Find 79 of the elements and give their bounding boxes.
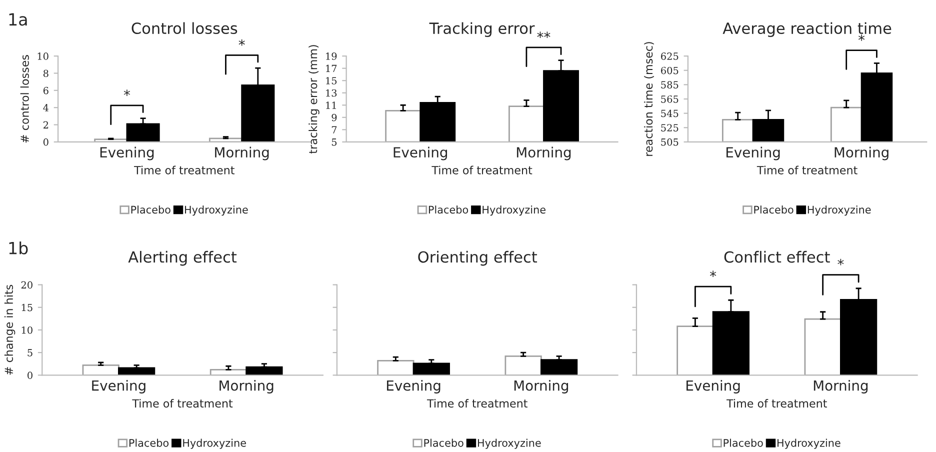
legend-label: Placebo: [724, 438, 763, 447]
y-axis-title: reaction time (msec): [644, 42, 654, 156]
legend-label: Placebo: [129, 438, 169, 447]
legend-label: Placebo: [424, 438, 464, 447]
y-tick-label: 20: [21, 281, 32, 289]
x-axis-title: Time of treatment: [756, 166, 858, 174]
x-tick-label: Morning: [220, 380, 274, 394]
text: *: [710, 270, 716, 277]
text: **: [537, 32, 550, 38]
y-tick-label: 625: [661, 52, 678, 60]
legend-label: Hydroxyzine: [777, 438, 840, 449]
x-tick-label: Evening: [92, 380, 146, 394]
text: *: [238, 39, 245, 46]
x-axis-title: Time of treatment: [132, 399, 233, 408]
y-tick-label: 605: [661, 66, 678, 74]
chart-title: Tracking error: [429, 22, 535, 38]
x-axis-title: Time of treatment: [726, 399, 827, 408]
legend-label: Hydroxyzine: [482, 206, 546, 216]
x-tick-label: Evening: [100, 146, 154, 160]
legend-label: Hydroxyzine: [185, 206, 248, 216]
x-tick-label: Morning: [514, 380, 568, 394]
y-tick-label: 9: [332, 114, 337, 122]
x-axis-title: Time of treatment: [432, 166, 532, 174]
legend-label: Hydroxyzine: [478, 438, 541, 449]
y-tick-label: 10: [38, 52, 48, 60]
y-tick-label: 6: [43, 86, 48, 94]
x-tick-label: Evening: [726, 146, 780, 160]
bar: [504, 355, 542, 376]
y-tick-label: 11: [326, 102, 336, 109]
bar: [676, 326, 714, 376]
x-tick-label: Morning: [516, 146, 571, 160]
bar: [412, 362, 450, 376]
y-tick-label: 565: [661, 95, 678, 103]
y-tick-label: 0: [28, 372, 32, 379]
bar: [126, 123, 160, 142]
y-tick-label: 19: [326, 52, 337, 60]
x-axis-title: Time of treatment: [426, 399, 528, 408]
y-tick-label: 2: [43, 121, 48, 128]
annotation: *: [124, 90, 130, 96]
x-tick-label: Evening: [386, 380, 440, 394]
text: 1a: [9, 13, 27, 26]
chart-title: Alerting effect: [128, 250, 237, 266]
x-tick-label: Morning: [834, 146, 888, 160]
y-tick-label: 0: [43, 138, 48, 146]
legend-label: Hydroxyzine: [183, 438, 246, 449]
x-tick-label: Morning: [215, 146, 269, 160]
y-tick-label: 13: [326, 89, 337, 97]
y-tick-label: 8: [43, 70, 48, 78]
x-tick-label: Evening: [686, 380, 740, 394]
y-axis-title: # control losses: [20, 55, 29, 143]
legend-label: Hydroxyzine: [808, 206, 871, 216]
y-axis-title: # change in hits: [4, 284, 16, 375]
y-axis-title: tracking error (mm): [308, 45, 320, 154]
x-tick-label: Morning: [814, 380, 868, 394]
chart-title: Control losses: [132, 22, 238, 34]
bar: [804, 318, 842, 376]
y-tick-label: 17: [326, 64, 337, 72]
x-tick-label: Evening: [394, 146, 447, 160]
bar: [540, 359, 578, 376]
x-axis-title: Time of treatment: [134, 166, 234, 174]
legend-label: Placebo: [428, 206, 468, 214]
text: 1b: [9, 242, 28, 254]
y-tick-label: 5: [28, 349, 32, 356]
y-tick-label: 7: [332, 126, 337, 134]
y-tick-label: 15: [22, 304, 32, 312]
chart-title: Conflict effect: [724, 250, 830, 263]
y-tick-label: 545: [661, 110, 678, 118]
legend-label: Placebo: [754, 206, 794, 214]
y-tick-label: 585: [661, 81, 678, 89]
text: *: [838, 258, 844, 266]
y-tick-label: 505: [661, 138, 678, 146]
y-tick-label: 15: [326, 77, 337, 84]
chart-title: Orienting effect: [418, 250, 538, 266]
y-tick-label: 4: [43, 104, 49, 112]
legend-label: Placebo: [131, 206, 170, 214]
y-tick-label: 5: [332, 138, 337, 146]
bar: [377, 360, 414, 376]
y-tick-label: 525: [661, 124, 678, 132]
y-tick-label: 10: [22, 326, 32, 334]
